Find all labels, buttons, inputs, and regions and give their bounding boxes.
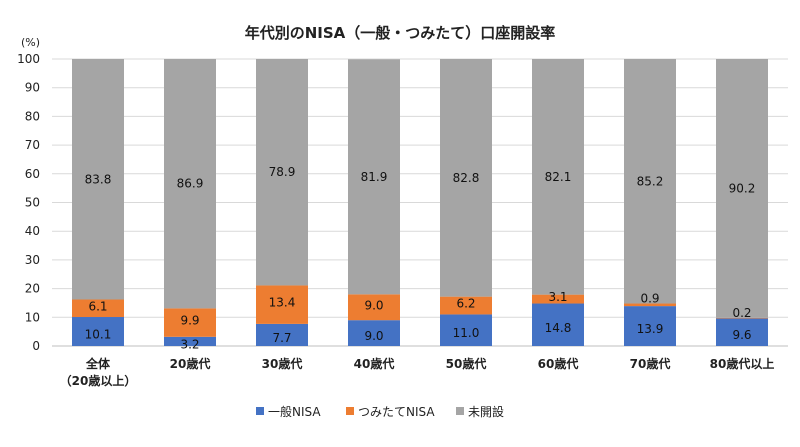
y-tick-label: 40: [25, 224, 40, 238]
bar-segment: [256, 285, 308, 324]
x-category-label: 全体: [85, 356, 111, 371]
y-axis-ticks: 0 10 20 30 40 50 60 70 80 90 100: [17, 52, 40, 353]
bar-segment: [72, 317, 124, 346]
chart-title: 年代別のNISA（一般・つみたて）口座開設率: [245, 24, 556, 42]
data-label: 10.1: [85, 328, 112, 342]
legend-swatch: [256, 407, 264, 415]
data-label: 3.2: [180, 337, 199, 351]
legend-swatch: [456, 407, 464, 415]
bar-segment: [624, 306, 676, 346]
y-axis-unit: (%): [21, 36, 40, 49]
x-axis-categories: 全体 （20歳以上） 20歳代 30歳代 40歳代 50歳代 60歳代 70歳代 80歳代以上: [60, 356, 775, 388]
data-label: 0.2: [732, 306, 751, 320]
y-tick-label: 50: [25, 196, 40, 210]
bar-segment: [716, 318, 768, 346]
bar-segment: [348, 59, 400, 295]
bar-segment: [532, 59, 584, 295]
x-category-label: 60歳代: [538, 356, 579, 371]
bar-segment: [72, 59, 124, 300]
data-label: 9.9: [180, 314, 199, 328]
legend: 一般NISA つみたてNISA 未開設: [256, 404, 504, 419]
data-label: 7.7: [272, 331, 291, 345]
bar-segment: [440, 59, 492, 297]
bar-segment: [164, 336, 216, 346]
y-tick-label: 80: [25, 109, 40, 123]
x-category-label: 30歳代: [262, 356, 303, 371]
data-label: 0.9: [640, 292, 659, 306]
y-tick-label: 0: [32, 339, 40, 353]
bar-segment: [532, 303, 584, 346]
bar-segment: [164, 59, 216, 309]
data-label: 90.2: [729, 181, 756, 195]
data-labels: 10.1 6.1 83.8 3.2 9.9 86.9 7.7 13.4 78.9 9.0 9.0 81…: [85, 165, 756, 351]
data-label: 85.2: [637, 174, 664, 188]
bar-segment: [256, 323, 308, 346]
data-label: 86.9: [177, 177, 204, 191]
data-label: 81.9: [361, 170, 388, 184]
data-label: 13.9: [637, 322, 664, 336]
bar-segment: [256, 59, 308, 286]
y-tick-label: 10: [25, 310, 40, 324]
data-label: 83.8: [85, 172, 112, 186]
data-label: 13.4: [269, 296, 296, 310]
data-label: 9.0: [364, 298, 383, 312]
data-label: 6.1: [88, 299, 107, 313]
bar-segment: [532, 294, 584, 304]
data-label: 9.6: [732, 328, 751, 342]
data-label: 3.1: [548, 290, 567, 304]
y-tick-label: 20: [25, 282, 40, 296]
legend-label: 未開設: [468, 404, 504, 419]
data-label: 11.0: [453, 326, 480, 340]
x-category-label: （20歳以上）: [60, 373, 137, 388]
x-category-label: 50歳代: [446, 356, 487, 371]
data-label: 82.1: [545, 170, 572, 184]
data-label: 82.8: [453, 171, 480, 185]
bar-segment: [716, 317, 768, 319]
bar-segment: [716, 59, 768, 318]
x-category-label: 40歳代: [354, 356, 395, 371]
x-category-label: 20歳代: [170, 356, 211, 371]
legend-label: つみたてNISA: [358, 405, 435, 419]
legend-swatch: [346, 407, 354, 415]
legend-label: 一般NISA: [268, 404, 321, 419]
y-tick-label: 90: [25, 81, 40, 95]
y-tick-label: 60: [25, 167, 40, 181]
data-label: 6.2: [456, 297, 475, 311]
bar-segment: [348, 294, 400, 321]
bar-segment: [348, 320, 400, 346]
bar-segment: [624, 303, 676, 307]
bar-segment: [440, 314, 492, 346]
y-tick-label: 100: [17, 52, 40, 66]
data-label: 9.0: [364, 329, 383, 343]
data-label: 14.8: [545, 321, 572, 335]
bar-segment: [440, 296, 492, 315]
bar-segment: [624, 59, 676, 304]
y-tick-label: 70: [25, 138, 40, 152]
gridlines: [52, 58, 788, 347]
y-tick-label: 30: [25, 253, 40, 267]
bars: [72, 59, 768, 346]
x-category-label: 70歳代: [630, 356, 671, 371]
bar-segment: [164, 308, 216, 337]
bar-segment: [72, 299, 124, 318]
x-category-label: 80歳代以上: [710, 356, 775, 371]
data-label: 78.9: [269, 165, 296, 179]
